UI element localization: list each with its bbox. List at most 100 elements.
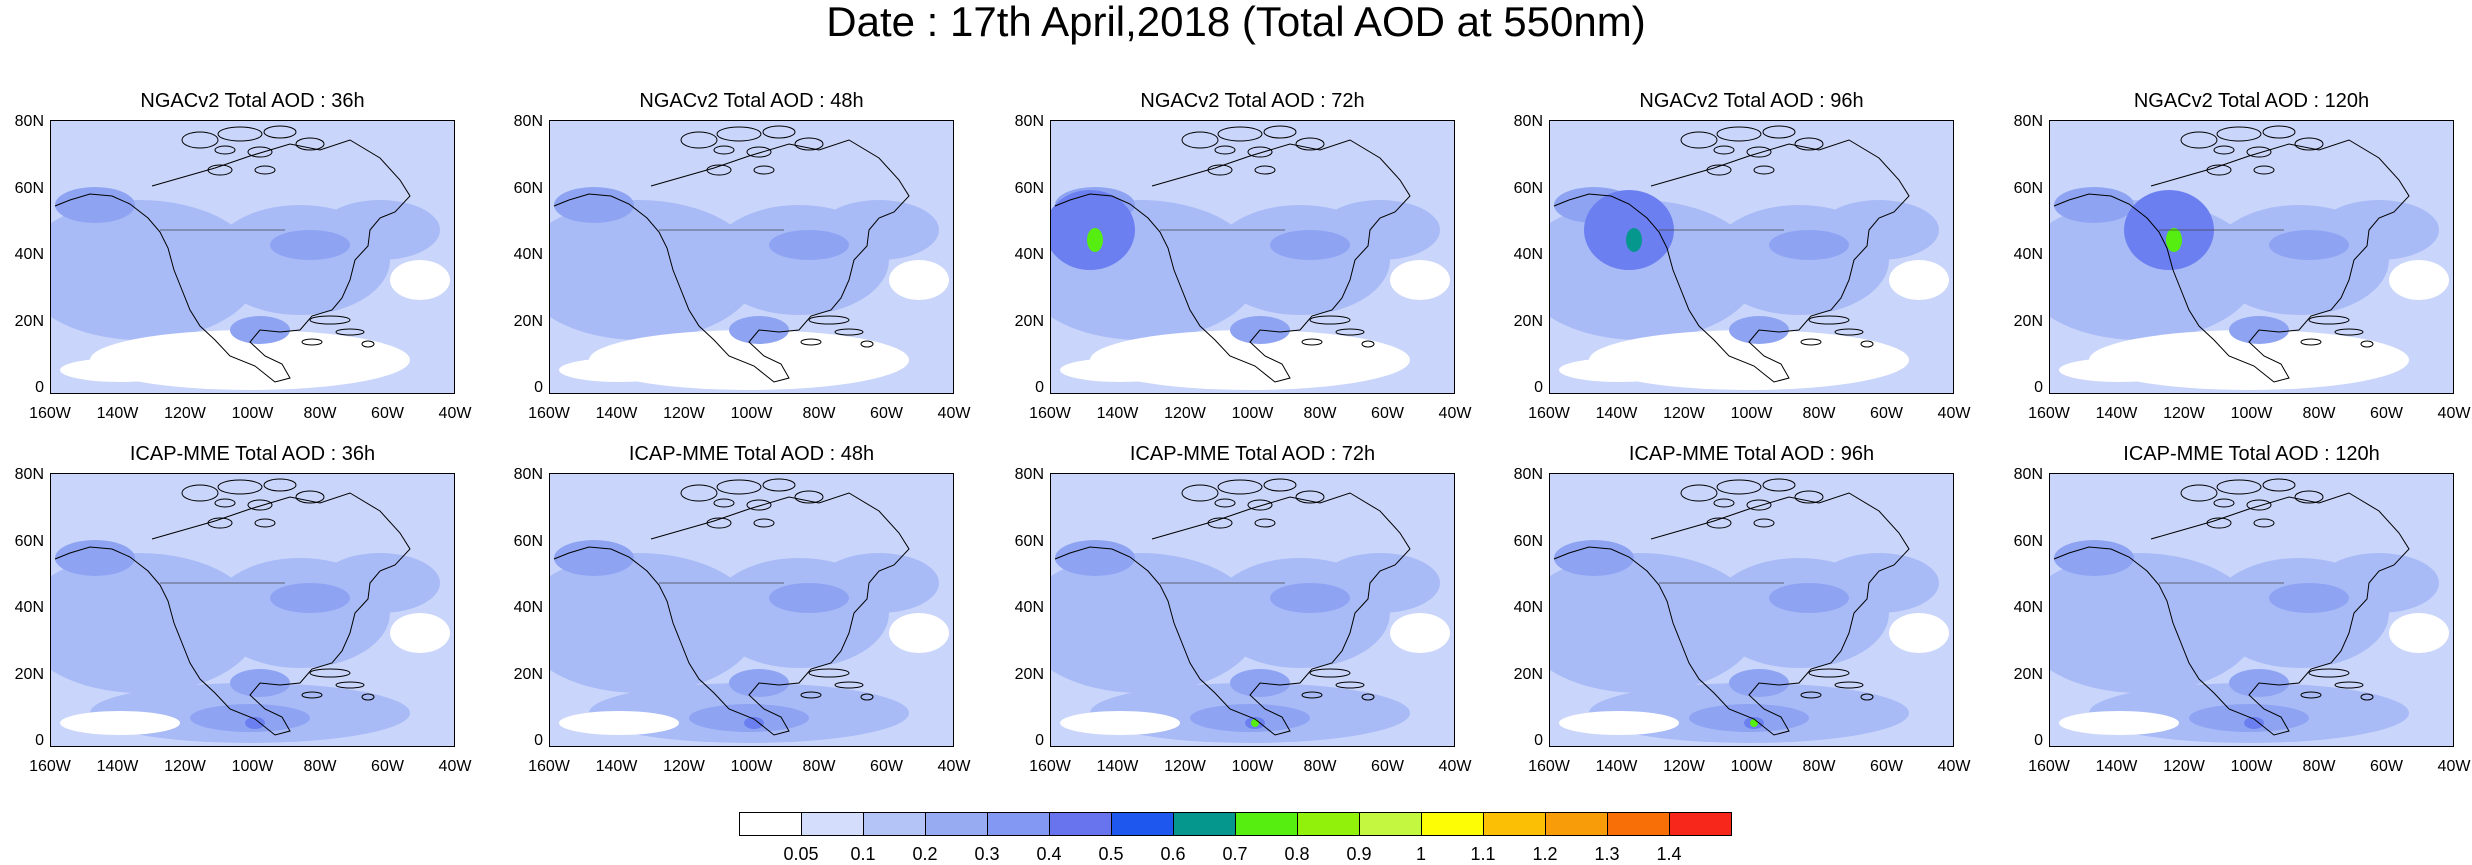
island-outline — [1181, 131, 1219, 149]
island-outline — [794, 137, 824, 151]
island-outline — [2294, 137, 2324, 151]
colorbar-swatch — [1235, 812, 1298, 836]
lon-tick-label: 140W — [96, 758, 139, 775]
aod-plume — [1889, 260, 1949, 300]
aod-map — [2049, 120, 2454, 394]
aod-plume — [55, 187, 135, 223]
lon-tick-label: 60W — [2370, 758, 2403, 775]
lat-tick-label: 20N — [14, 665, 44, 683]
coastline — [1054, 492, 1411, 736]
colorbar-swatch — [1173, 812, 1236, 836]
lat-tick-label: 40N — [1513, 246, 1543, 263]
island-outline — [716, 126, 762, 142]
lat-tick-label: 40N — [1513, 599, 1543, 616]
lat-tick-label: 60N — [2013, 532, 2043, 550]
lat-tick-label: 60N — [2013, 179, 2043, 197]
lon-tick-label: 160W — [2028, 405, 2070, 422]
aod-map — [1549, 473, 1954, 747]
colorbar-label: 1 — [1415, 844, 1426, 864]
colorbar-swatch — [1049, 812, 1112, 836]
aod-map — [549, 120, 954, 394]
map-frame — [1549, 473, 1954, 747]
island-outline — [181, 131, 219, 149]
lon-tick-label: 40W — [2437, 758, 2471, 775]
lon-tick-label: 140W — [595, 405, 638, 422]
lat-tick-label: 40N — [1014, 246, 1044, 263]
aod-map — [1549, 120, 1954, 394]
lon-tick-label: 140W — [1595, 758, 1638, 775]
colorbar-label: 0.8 — [1284, 844, 1310, 864]
aod-plume — [245, 717, 265, 729]
island-outline — [1217, 479, 1263, 495]
lat-tick-label: 40N — [1014, 599, 1044, 616]
island-outline — [335, 681, 365, 689]
island-outline — [207, 164, 233, 176]
island-outline — [1217, 126, 1263, 142]
lat-tick-label: 20N — [1014, 312, 1044, 330]
map-frame — [50, 120, 455, 394]
panel-title: ICAP-MME Total AOD : 48h — [628, 443, 875, 465]
lon-tick-label: 40W — [1438, 758, 1472, 775]
lon-tick-label: 60W — [2370, 405, 2403, 422]
lat-tick-label: 20N — [2013, 312, 2043, 330]
lat-tick-label: 20N — [14, 312, 44, 330]
island-outline — [2213, 145, 2235, 155]
island-outline — [1794, 137, 1824, 151]
lat-tick-label: 0 — [1534, 379, 1543, 396]
lat-tick-label: 20N — [2013, 665, 2043, 683]
figure-title: Date : 17th April,2018 (Total AOD at 550… — [826, 0, 1646, 45]
aod-plume — [769, 230, 849, 260]
aod-plume — [50, 200, 260, 340]
aod-plume — [2269, 230, 2349, 260]
island-outline — [1746, 146, 1772, 158]
lon-tick-label: 140W — [96, 405, 139, 422]
island-outline — [2334, 681, 2364, 689]
island-outline — [1301, 338, 1323, 346]
lon-tick-label: 80W — [802, 405, 836, 422]
colorbar-label: 0.7 — [1222, 844, 1248, 864]
aod-plume — [2389, 260, 2449, 300]
coastline — [54, 139, 411, 383]
panel-title: NGACv2 Total AOD : 120h — [2133, 90, 2370, 112]
aod-plume — [390, 613, 450, 653]
island-outline — [1680, 131, 1718, 149]
lon-tick-label: 60W — [1371, 405, 1404, 422]
lon-tick-label: 120W — [164, 405, 206, 422]
lon-tick-label: 140W — [595, 758, 638, 775]
aod-plume — [744, 717, 764, 729]
island-outline — [1808, 315, 1850, 325]
island-outline — [263, 478, 297, 492]
island-outline — [1716, 126, 1762, 142]
aod-plume — [1626, 228, 1642, 252]
island-outline — [1254, 165, 1276, 175]
island-outline — [181, 484, 219, 502]
island-outline — [1309, 668, 1351, 678]
lat-tick-label: 40N — [2013, 246, 2043, 263]
island-outline — [2360, 693, 2374, 701]
island-outline — [794, 490, 824, 504]
lon-tick-label: 100W — [231, 758, 274, 775]
island-outline — [1834, 681, 1864, 689]
aod-plume — [1060, 358, 1180, 382]
lat-tick-label: 0 — [2034, 379, 2043, 396]
island-outline — [1214, 145, 1236, 155]
lon-tick-label: 80W — [303, 405, 337, 422]
island-outline — [1808, 668, 1850, 678]
island-outline — [217, 479, 263, 495]
colorbar-swatch — [1359, 812, 1422, 836]
colorbar-swatch — [1607, 812, 1670, 836]
colorbar-swatch — [1545, 812, 1608, 836]
aod-plume — [1584, 190, 1674, 270]
lon-tick-label: 100W — [730, 405, 773, 422]
lon-tick-label: 40W — [937, 405, 971, 422]
island-outline — [2334, 328, 2364, 336]
lon-tick-label: 140W — [1096, 405, 1139, 422]
island-outline — [2308, 668, 2350, 678]
lon-tick-label: 60W — [1371, 758, 1404, 775]
island-outline — [2294, 490, 2324, 504]
lon-tick-label: 100W — [730, 758, 773, 775]
lon-tick-label: 100W — [231, 405, 274, 422]
island-outline — [1706, 517, 1732, 529]
lon-tick-label: 100W — [1730, 405, 1773, 422]
colorbar-swatch — [739, 812, 802, 836]
